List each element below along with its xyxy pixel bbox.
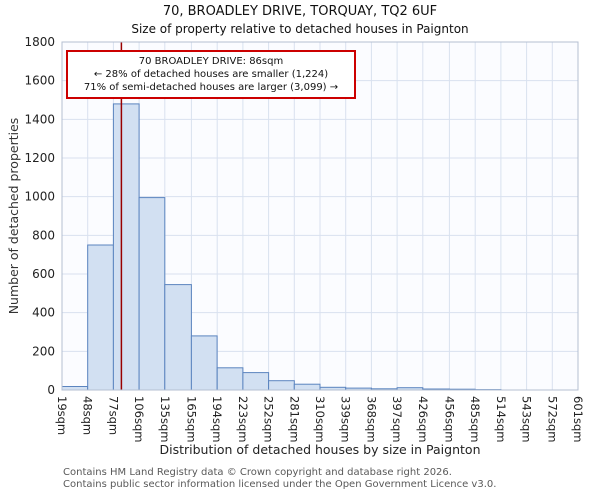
- x-tick-label: 19sqm: [55, 396, 69, 435]
- footer-line1: Contains HM Land Registry data © Crown c…: [63, 467, 452, 478]
- x-tick-label: 77sqm: [106, 396, 120, 435]
- histogram-bar: [164, 284, 192, 391]
- y-tick-label: 1000: [24, 190, 55, 204]
- histogram-bar: [87, 244, 114, 391]
- y-tick-label: 400: [32, 306, 55, 320]
- x-tick-label: 223sqm: [236, 396, 250, 442]
- x-tick-label: 165sqm: [184, 396, 198, 442]
- x-tick-label: 397sqm: [390, 396, 404, 442]
- histogram-bar: [112, 103, 140, 391]
- histogram-bar: [61, 386, 89, 391]
- y-tick-label: 200: [32, 344, 55, 358]
- x-axis-label: Distribution of detached houses by size …: [159, 442, 481, 457]
- x-tick-label: 339sqm: [339, 396, 353, 442]
- annotation-line1: 70 BROADLEY DRIVE: 86sqm: [138, 56, 284, 67]
- y-tick-label: 800: [32, 228, 55, 242]
- histogram-bar: [190, 335, 218, 391]
- x-tick-label: 543sqm: [520, 396, 534, 442]
- x-tick-label: 426sqm: [416, 396, 430, 442]
- x-tick-label: 572sqm: [545, 396, 559, 442]
- annotation-box: 70 BROADLEY DRIVE: 86sqm ← 28% of detach…: [66, 50, 356, 99]
- x-tick-label: 135sqm: [158, 396, 172, 442]
- x-tick-label: 514sqm: [494, 396, 508, 442]
- plot-frame: [61, 41, 579, 391]
- x-tick-label: 456sqm: [442, 396, 456, 442]
- annotation-line3: 71% of semi-detached houses are larger (…: [83, 82, 339, 93]
- histogram-bar: [138, 197, 166, 391]
- x-tick-label: 601sqm: [571, 396, 585, 442]
- attribution-footer: Contains HM Land Registry data © Crown c…: [63, 467, 496, 490]
- histogram-bar: [216, 367, 244, 391]
- histogram-bar: [293, 383, 321, 391]
- y-tick-label: 1800: [24, 35, 55, 49]
- x-tick-label: 194sqm: [210, 396, 224, 442]
- y-tick-label: 0: [47, 383, 55, 397]
- footer-line2: Contains public sector information licen…: [63, 478, 497, 490]
- chart-subtitle: Size of property relative to detached ho…: [131, 22, 469, 36]
- x-tick-label: 48sqm: [81, 396, 95, 435]
- y-axis-label: Number of detached properties: [6, 117, 21, 315]
- x-tick-label: 310sqm: [313, 396, 327, 442]
- histogram-bar: [268, 380, 295, 391]
- x-tick-label: 106sqm: [132, 396, 146, 442]
- y-tick-label: 1600: [24, 74, 55, 88]
- y-tick-label: 1200: [24, 151, 55, 165]
- x-tick-label: 485sqm: [468, 396, 482, 442]
- y-tick-label: 600: [32, 267, 55, 281]
- x-tick-label: 368sqm: [364, 396, 378, 442]
- x-tick-label: 252sqm: [262, 396, 276, 442]
- y-tick-label: 1400: [24, 112, 55, 126]
- chart-title: 70, BROADLEY DRIVE, TORQUAY, TQ2 6UF: [162, 4, 438, 19]
- annotation-line2: ← 28% of detached houses are smaller (1,…: [93, 69, 329, 80]
- x-tick-label: 281sqm: [287, 396, 301, 442]
- histogram-bar: [242, 372, 270, 391]
